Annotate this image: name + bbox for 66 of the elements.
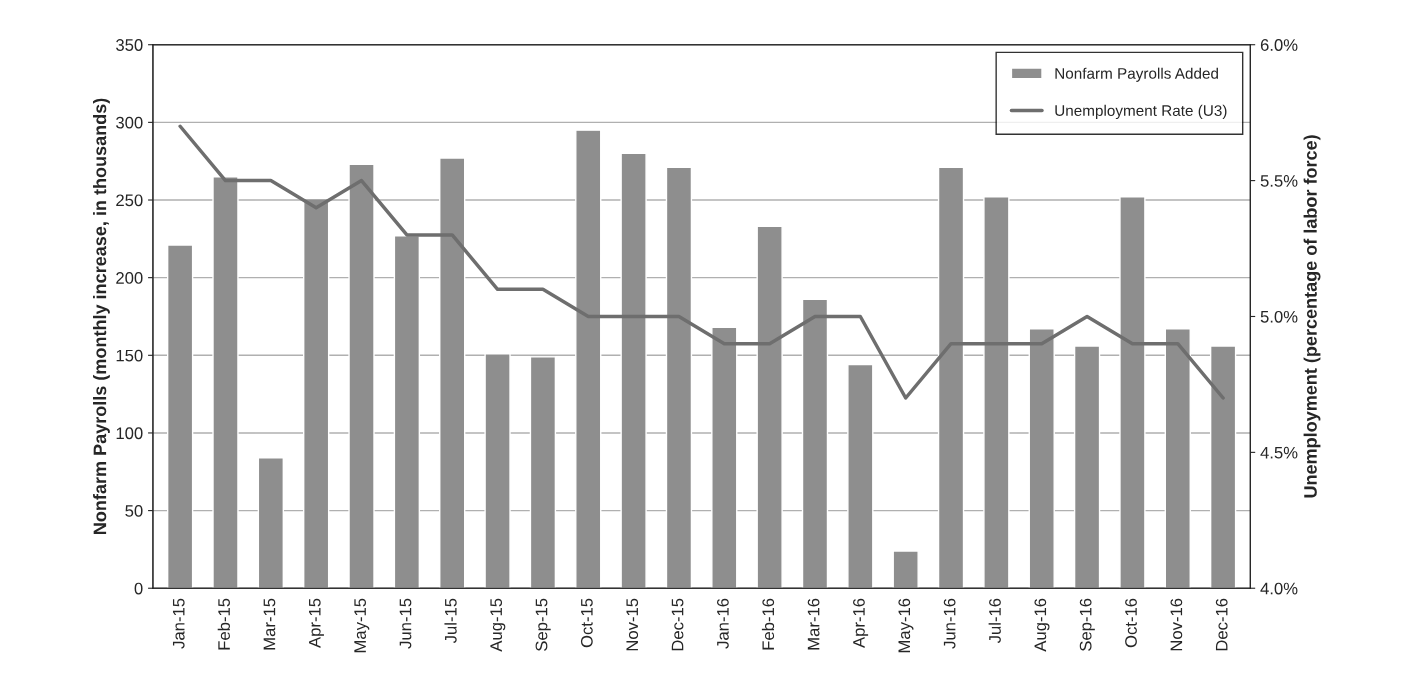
x-tick-label: Feb-15 bbox=[217, 598, 230, 650]
x-tick-label: Dec-15 bbox=[671, 598, 684, 651]
x-tick-label: Oct-15 bbox=[580, 598, 593, 648]
bar bbox=[439, 157, 466, 589]
bar bbox=[575, 129, 602, 589]
x-tick-label: May-15 bbox=[354, 598, 370, 653]
y-tick-label: 0 bbox=[134, 582, 143, 595]
bar bbox=[1164, 328, 1191, 589]
bar bbox=[756, 225, 783, 589]
bar bbox=[1028, 328, 1055, 589]
bar bbox=[484, 353, 511, 589]
bar bbox=[801, 298, 829, 589]
bar bbox=[937, 166, 965, 589]
x-tick-label: Sep-16 bbox=[1079, 598, 1095, 651]
bar bbox=[711, 326, 738, 589]
x-tick-label: Jul-15 bbox=[444, 598, 457, 644]
x-tick-label: Nov-16 bbox=[1170, 598, 1183, 651]
bar bbox=[303, 197, 330, 589]
bar bbox=[892, 550, 919, 589]
bar bbox=[665, 166, 693, 589]
x-tick-label: Sep-15 bbox=[535, 598, 551, 651]
bar bbox=[1073, 345, 1101, 589]
y2-axis-title: Unemployment (percentage of labor force) bbox=[1303, 135, 1321, 498]
bar bbox=[348, 163, 375, 589]
y-tick-label: 300 bbox=[116, 116, 143, 129]
y-axis-title: Nonfarm Payrolls (monthly increase, in thousands) bbox=[93, 98, 110, 534]
x-tick-label: Dec-16 bbox=[1215, 598, 1228, 651]
bar bbox=[166, 244, 194, 589]
y2-tick-label: 6.0% bbox=[1260, 39, 1298, 51]
x-tick-label: Mar-15 bbox=[263, 598, 276, 650]
x-tick-label: Nov-15 bbox=[626, 598, 639, 651]
x-tick-label: Aug-15 bbox=[490, 598, 506, 652]
y2-tick-label: 5.0% bbox=[1260, 310, 1298, 323]
x-tick-label: May-16 bbox=[898, 598, 914, 653]
y2-tick-label: 4.0% bbox=[1260, 582, 1298, 595]
legend-label: Nonfarm Payrolls Added bbox=[1055, 67, 1218, 82]
x-tick-label: Oct-16 bbox=[1125, 598, 1137, 648]
bar bbox=[983, 196, 1010, 589]
x-tick-label: Aug-16 bbox=[1034, 598, 1050, 652]
bar bbox=[257, 457, 284, 589]
y-tick-label: 250 bbox=[116, 194, 143, 207]
x-tick-label: Apr-15 bbox=[309, 598, 324, 648]
x-tick-label: Jul-16 bbox=[988, 598, 1001, 644]
bar bbox=[847, 363, 874, 589]
y-tick-label: 50 bbox=[125, 505, 143, 517]
bar bbox=[212, 176, 239, 589]
bar bbox=[1119, 196, 1146, 589]
bar bbox=[529, 356, 557, 589]
bar bbox=[1209, 345, 1237, 589]
x-tick-label: Apr-16 bbox=[853, 598, 869, 648]
bar bbox=[393, 235, 421, 589]
x-tick-label: Jun-15 bbox=[399, 598, 412, 649]
x-tick-label: Jun-16 bbox=[943, 598, 956, 649]
x-tick-label: Mar-16 bbox=[807, 598, 820, 650]
y-tick-label: 200 bbox=[116, 272, 143, 284]
x-tick-label: Jan-15 bbox=[172, 598, 185, 649]
x-tick-label: Jan-16 bbox=[716, 598, 729, 649]
x-tick-label: Feb-16 bbox=[761, 598, 775, 650]
line-series bbox=[178, 124, 1225, 400]
y-tick-label: 100 bbox=[116, 427, 143, 440]
y2-tick-label: 4.5% bbox=[1260, 446, 1298, 459]
y-tick-label: 350 bbox=[116, 39, 143, 51]
bar bbox=[620, 152, 647, 589]
y2-tick-label: 5.5% bbox=[1260, 175, 1298, 187]
legend-label: Unemployment Rate (U3) bbox=[1055, 104, 1227, 120]
y-tick-label: 150 bbox=[116, 349, 143, 362]
